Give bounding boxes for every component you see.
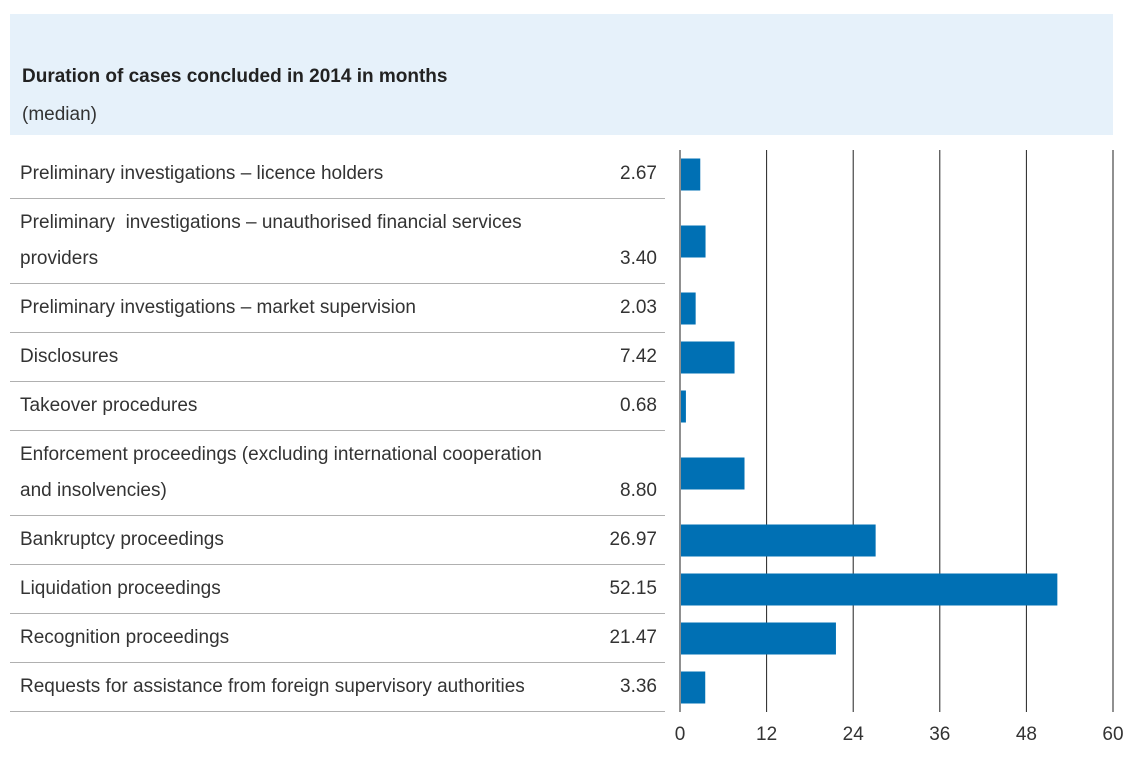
value-label: 8.80 bbox=[620, 480, 657, 501]
bar bbox=[681, 292, 696, 325]
table-row: Requests for assistance from foreign sup… bbox=[10, 663, 665, 712]
bar bbox=[681, 341, 735, 374]
x-tick-label: 24 bbox=[843, 724, 865, 745]
bar bbox=[681, 573, 1058, 606]
category-label: Disclosures bbox=[20, 346, 119, 367]
bar bbox=[681, 524, 876, 557]
bar bbox=[681, 390, 686, 423]
category-label: Preliminary investigations – licence hol… bbox=[20, 163, 384, 184]
table-row: Preliminary investigations – licence hol… bbox=[10, 150, 665, 199]
bar bbox=[681, 457, 745, 490]
bar bbox=[681, 622, 836, 655]
category-label: Liquidation proceedings bbox=[20, 578, 221, 599]
table-row: Bankruptcy proceedings 26.97 bbox=[10, 516, 665, 565]
value-label: 2.67 bbox=[620, 163, 657, 184]
table-row: Enforcement proceedings (excluding inter… bbox=[10, 431, 665, 516]
category-label: Preliminary investigations – unauthorise… bbox=[20, 212, 527, 269]
category-label: Takeover procedures bbox=[20, 395, 198, 416]
x-tick-label: 60 bbox=[1102, 724, 1123, 745]
table-row: Preliminary investigations – market supe… bbox=[10, 284, 665, 333]
bar bbox=[681, 225, 706, 258]
value-label: 21.47 bbox=[609, 627, 657, 648]
bar bbox=[681, 671, 706, 704]
table-row: Liquidation proceedings 52.15 bbox=[10, 565, 665, 614]
table: Preliminary investigations – licence hol… bbox=[10, 150, 665, 712]
table-row: Takeover procedures 0.68 bbox=[10, 382, 665, 431]
header-box: Duration of cases concluded in 2014 in m… bbox=[10, 14, 1113, 135]
x-tick-label: 12 bbox=[756, 724, 777, 745]
value-label: 26.97 bbox=[609, 529, 657, 550]
value-label: 52.15 bbox=[609, 578, 657, 599]
category-label: Bankruptcy proceedings bbox=[20, 529, 224, 550]
table-row: Recognition proceedings 21.47 bbox=[10, 614, 665, 663]
chart-title: Duration of cases concluded in 2014 in m… bbox=[22, 66, 448, 87]
bar bbox=[681, 158, 701, 191]
table-row: Disclosures 7.42 bbox=[10, 333, 665, 382]
value-label: 3.36 bbox=[620, 676, 657, 697]
table-row: Preliminary investigations – unauthorise… bbox=[10, 199, 665, 284]
category-label: Recognition proceedings bbox=[20, 627, 230, 648]
x-tick-label: 0 bbox=[675, 724, 686, 745]
x-tick-label: 48 bbox=[1016, 724, 1037, 745]
value-label: 3.40 bbox=[620, 248, 657, 269]
category-label: Preliminary investigations – market supe… bbox=[20, 297, 416, 318]
category-label: Requests for assistance from foreign sup… bbox=[20, 676, 525, 697]
category-label: Enforcement proceedings (excluding inter… bbox=[20, 444, 548, 501]
value-label: 2.03 bbox=[620, 297, 657, 318]
chart-subtitle: (median) bbox=[22, 104, 97, 125]
value-label: 0.68 bbox=[620, 395, 657, 416]
x-tick-label: 36 bbox=[929, 724, 950, 745]
value-label: 7.42 bbox=[620, 346, 657, 367]
